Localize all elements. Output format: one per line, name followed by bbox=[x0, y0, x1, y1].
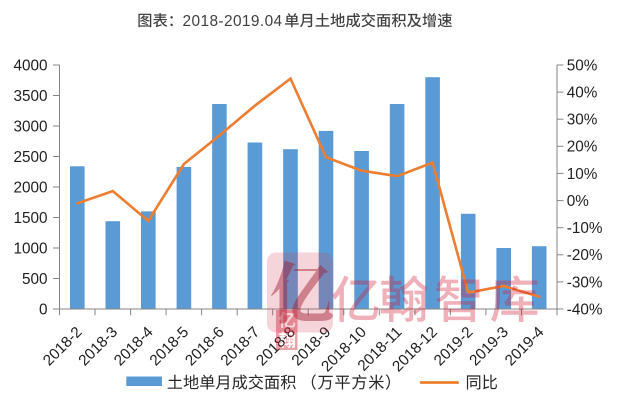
svg-text:0%: 0% bbox=[567, 193, 590, 210]
svg-text:2018-2019.04: 2018-2019.04 bbox=[183, 13, 283, 30]
svg-text:0: 0 bbox=[39, 301, 48, 318]
svg-text:20%: 20% bbox=[567, 139, 598, 156]
svg-text:-30%: -30% bbox=[567, 274, 603, 291]
svg-text:500: 500 bbox=[22, 271, 48, 288]
svg-text:3000: 3000 bbox=[13, 118, 47, 135]
svg-text:1500: 1500 bbox=[13, 210, 47, 227]
svg-text:30%: 30% bbox=[567, 112, 598, 129]
svg-text:50%: 50% bbox=[567, 57, 598, 74]
svg-text:3500: 3500 bbox=[13, 88, 47, 105]
svg-text:-10%: -10% bbox=[567, 220, 603, 237]
svg-text:2500: 2500 bbox=[13, 149, 47, 166]
svg-text:10%: 10% bbox=[567, 166, 598, 183]
svg-text:1000: 1000 bbox=[13, 240, 47, 257]
svg-text:-20%: -20% bbox=[567, 247, 603, 264]
svg-text:-40%: -40% bbox=[567, 301, 603, 318]
svg-text:2000: 2000 bbox=[13, 179, 47, 196]
svg-text:4000: 4000 bbox=[13, 57, 47, 74]
svg-text:40%: 40% bbox=[567, 85, 598, 102]
